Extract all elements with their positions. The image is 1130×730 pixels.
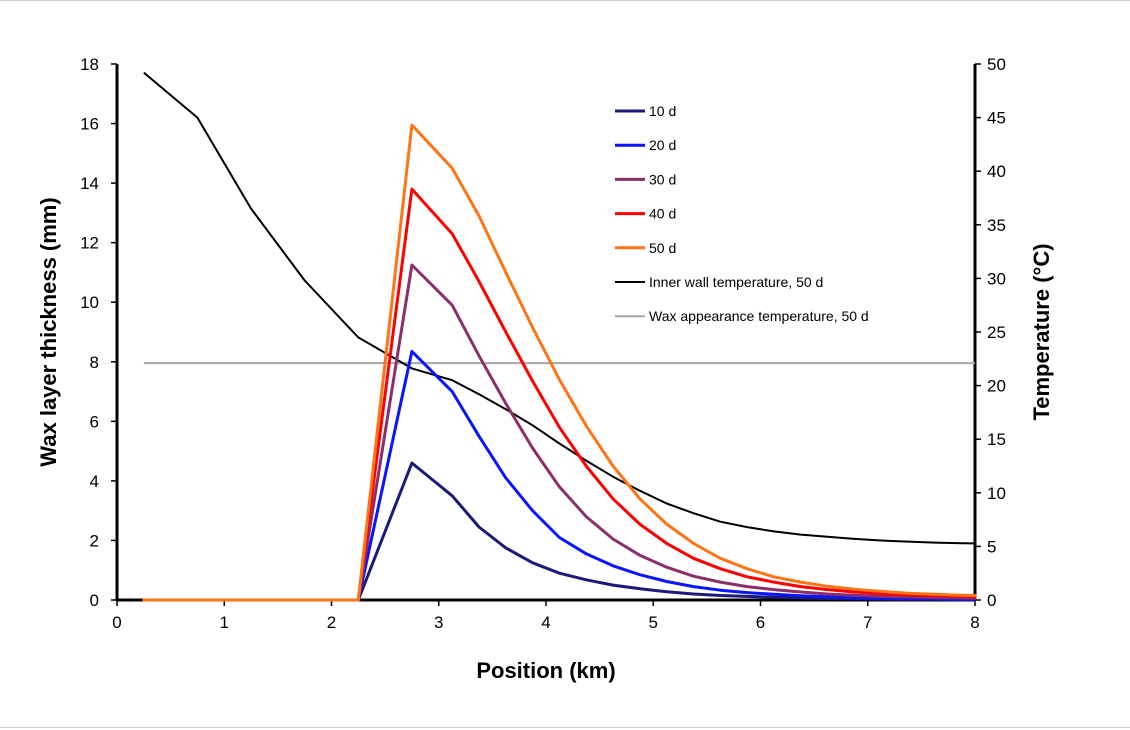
y-tick-label-right: 35 xyxy=(987,216,1006,235)
series-line-40-d xyxy=(142,187,977,602)
x-axis-title: Position (km) xyxy=(476,658,615,683)
series-line-inner-wall-temperature-50-d xyxy=(143,71,976,545)
plot-area xyxy=(142,71,977,602)
y-tick-label-left: 18 xyxy=(80,55,99,74)
y-tick-label-right: 40 xyxy=(987,162,1006,181)
y-tick-label-right: 45 xyxy=(987,109,1006,128)
x-tick-label: 4 xyxy=(541,613,550,632)
y-tick-label-right: 5 xyxy=(987,537,996,556)
series-line-10-d xyxy=(142,461,977,602)
legend: 10 d 20 d 30 d 40 d 50 d Inner wall temperatu… xyxy=(615,103,869,324)
y-tick-label-right: 25 xyxy=(987,323,1006,342)
x-tick-label: 7 xyxy=(863,613,872,632)
series-line-30-d xyxy=(142,263,977,602)
legend-label: 10 d xyxy=(649,103,676,119)
legend-label: 40 d xyxy=(649,206,676,222)
y-tick-label-right: 20 xyxy=(987,377,1006,396)
y-tick-label-right: 15 xyxy=(987,430,1006,449)
x-tick-label: 6 xyxy=(756,613,765,632)
y-tick-label-left: 0 xyxy=(90,591,99,610)
legend-label: 20 d xyxy=(649,137,676,153)
y-tick-label-left: 12 xyxy=(80,234,99,253)
x-tick-label: 1 xyxy=(220,613,229,632)
top-divider xyxy=(0,0,1130,1)
y-tick-label-right: 0 xyxy=(987,591,996,610)
y-tick-label-right: 10 xyxy=(987,484,1006,503)
y-axis-title-right: Temperature (°C) xyxy=(1029,243,1054,420)
legend-label: Inner wall temperature, 50 d xyxy=(649,274,823,290)
legend-label: 30 d xyxy=(649,171,676,187)
y-axis-title-left: Wax layer thickness (mm) xyxy=(36,197,61,466)
x-tick-label: 3 xyxy=(434,613,443,632)
y-tick-label-left: 8 xyxy=(90,353,99,372)
x-tick-label: 0 xyxy=(112,613,121,632)
legend-label: 50 d xyxy=(649,240,676,256)
x-tick-label: 2 xyxy=(327,613,336,632)
y-tick-label-left: 16 xyxy=(80,115,99,134)
axes: 0 1 2 3 4 5 6 7 80246810121416180510152025303540… xyxy=(80,55,1006,632)
y-tick-label-left: 14 xyxy=(80,174,99,193)
series-line-20-d xyxy=(142,349,977,602)
y-tick-label-left: 2 xyxy=(90,531,99,550)
y-tick-label-left: 6 xyxy=(90,412,99,431)
series-line-50-d xyxy=(142,123,977,602)
bottom-divider xyxy=(0,727,1130,728)
x-tick-label: 8 xyxy=(970,613,979,632)
y-tick-label-right: 50 xyxy=(987,55,1006,74)
x-tick-label: 5 xyxy=(649,613,658,632)
y-tick-label-right: 30 xyxy=(987,269,1006,288)
y-tick-label-left: 4 xyxy=(90,472,99,491)
legend-label: Wax appearance temperature, 50 d xyxy=(649,308,869,324)
y-tick-label-left: 10 xyxy=(80,293,99,312)
